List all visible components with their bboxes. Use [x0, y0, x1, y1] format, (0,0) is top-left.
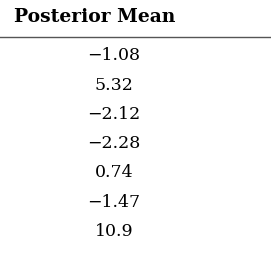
Text: −1.47: −1.47 — [87, 194, 140, 211]
Text: 5.32: 5.32 — [94, 77, 133, 94]
Text: −1.08: −1.08 — [87, 47, 140, 64]
Text: −2.28: −2.28 — [87, 135, 140, 152]
Text: −2.12: −2.12 — [87, 106, 140, 123]
Text: 0.74: 0.74 — [95, 164, 133, 182]
Text: 10.9: 10.9 — [95, 223, 133, 240]
Text: Posterior Mean: Posterior Mean — [14, 8, 175, 26]
